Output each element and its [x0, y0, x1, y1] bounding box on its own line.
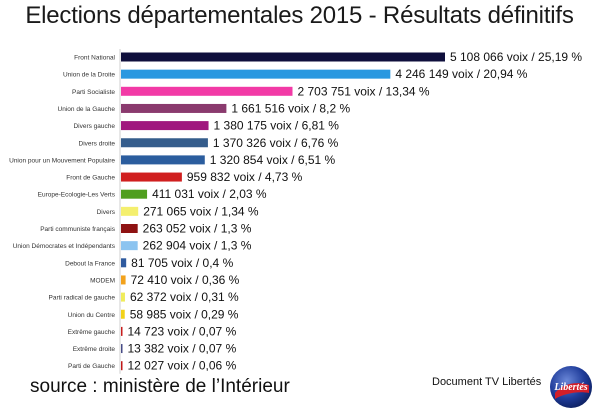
bar [121, 189, 148, 199]
bar [121, 69, 391, 79]
data-label: 13 382 voix / 0,07 % [128, 342, 237, 356]
bar [121, 138, 208, 148]
category-label: Union de la Droite [63, 72, 115, 79]
data-label: 262 904 voix / 1,3 % [143, 239, 252, 253]
tv-libertes-logo: Libertés [550, 366, 592, 408]
category-label: Extrême droite [73, 346, 116, 353]
category-label: Divers droite [79, 140, 116, 147]
credit-note: Document TV Libertés [432, 376, 542, 388]
category-label: Union pour un Mouvement Populaire [9, 157, 115, 164]
bar [121, 275, 126, 285]
category-label: Europe-Ecologie-Les Verts [38, 192, 116, 199]
bar [121, 241, 138, 251]
category-label: MODEM [90, 277, 115, 284]
bar [121, 103, 227, 113]
category-label: Extrême gauche [68, 329, 116, 336]
bar [121, 224, 138, 233]
bar [121, 361, 123, 371]
source-note: source : ministère de l’Intérieur [30, 376, 290, 397]
data-label: 58 985 voix / 0,29 % [130, 307, 239, 321]
data-label: 1 661 516 voix / 8,2 % [231, 101, 350, 115]
bar [121, 206, 139, 216]
bar [121, 86, 293, 96]
data-label: 411 031 voix / 2,03 % [152, 187, 267, 201]
category-label: Divers gauche [73, 123, 115, 130]
data-label: 81 705 voix / 0,4 % [131, 256, 233, 270]
bar [121, 52, 445, 62]
category-label: Union de la Gauche [58, 106, 116, 113]
data-label: 14 723 voix / 0,07 % [128, 324, 237, 338]
category-label: Front National [74, 55, 115, 62]
data-label: 2 703 751 voix / 13,34 % [297, 84, 429, 98]
data-label: 263 052 voix / 1,3 % [143, 222, 252, 236]
category-label: Debout la France [65, 260, 115, 267]
bar [121, 121, 209, 131]
bar [121, 309, 125, 319]
data-label: 1 370 326 voix / 6,76 % [213, 136, 339, 150]
category-label: Divers [97, 209, 116, 216]
data-label: 72 410 voix / 0,36 % [131, 273, 240, 287]
bar [121, 155, 205, 165]
bar [121, 326, 123, 336]
data-label: 12 027 voix / 0,06 % [128, 359, 237, 373]
category-label: Union du Centre [68, 312, 116, 319]
category-label: Parti communiste français [40, 226, 116, 233]
bar [121, 344, 123, 354]
data-label: 4 246 149 voix / 20,94 % [395, 67, 527, 81]
data-label: 271 065 voix / 1,34 % [143, 204, 259, 218]
data-label: 1 380 175 voix / 6,81 % [214, 119, 340, 133]
category-label: Front de Gauche [66, 175, 115, 182]
category-label: Parti de Gauche [68, 363, 115, 370]
data-label: 62 372 voix / 0,31 % [130, 290, 239, 304]
data-label: 1 320 854 voix / 6,51 % [210, 153, 336, 167]
bar [121, 258, 127, 268]
data-label: 959 832 voix / 4,73 % [187, 170, 303, 184]
chart-title: Elections départementales 2015 - Résulta… [25, 2, 574, 29]
category-label: Parti Socialiste [72, 89, 115, 96]
logo-text: Libertés [553, 382, 587, 393]
category-label: Union Démocrates et Indépendants [13, 243, 116, 250]
data-label: 5 108 066 voix / 25,19 % [450, 50, 582, 64]
bar [121, 292, 125, 302]
bar [121, 172, 182, 182]
category-label: Parti radical de gauche [49, 295, 116, 302]
